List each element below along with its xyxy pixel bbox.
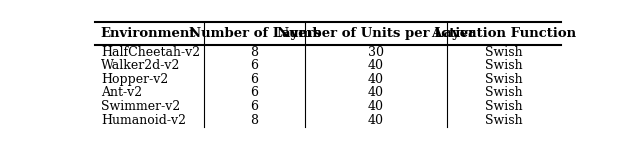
Text: 40: 40 [368, 100, 384, 113]
Text: Swish: Swish [485, 73, 523, 86]
Text: 40: 40 [368, 114, 384, 127]
Text: 40: 40 [368, 86, 384, 99]
Text: Swish: Swish [485, 46, 523, 59]
Text: 40: 40 [368, 73, 384, 86]
Text: 8: 8 [251, 114, 259, 127]
Text: Swish: Swish [485, 114, 523, 127]
Text: Walker2d-v2: Walker2d-v2 [101, 59, 180, 72]
Text: Hopper-v2: Hopper-v2 [101, 73, 168, 86]
Text: 6: 6 [251, 86, 259, 99]
Text: Number of Units per Layer: Number of Units per Layer [276, 27, 475, 40]
Text: 6: 6 [251, 100, 259, 113]
Text: HalfCheetah-v2: HalfCheetah-v2 [101, 46, 200, 59]
Text: Humanoid-v2: Humanoid-v2 [101, 114, 186, 127]
Text: 30: 30 [368, 46, 384, 59]
Text: 40: 40 [368, 59, 384, 72]
Text: Swimmer-v2: Swimmer-v2 [101, 100, 180, 113]
Text: 6: 6 [251, 59, 259, 72]
Text: Number of Layers: Number of Layers [189, 27, 321, 40]
Text: Swish: Swish [485, 86, 523, 99]
Text: Environment: Environment [101, 27, 196, 40]
Text: Swish: Swish [485, 59, 523, 72]
Text: Activation Function: Activation Function [431, 27, 577, 40]
Text: Ant-v2: Ant-v2 [101, 86, 142, 99]
Text: 8: 8 [251, 46, 259, 59]
Text: 6: 6 [251, 73, 259, 86]
Text: Swish: Swish [485, 100, 523, 113]
